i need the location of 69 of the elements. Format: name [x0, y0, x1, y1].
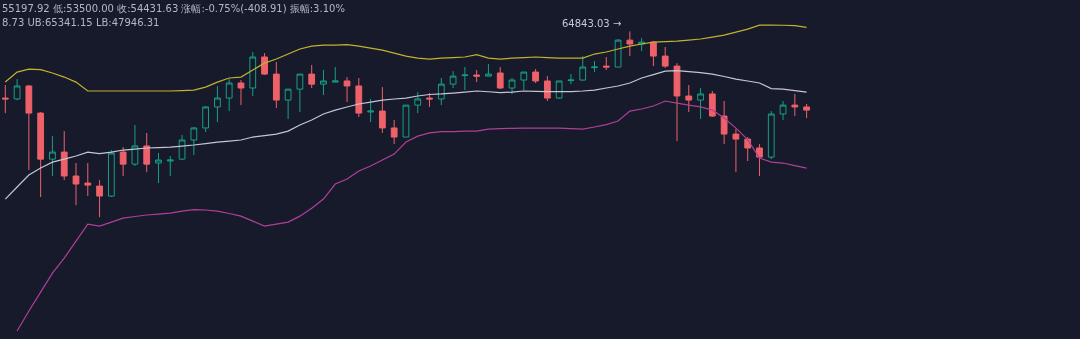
candlestick [650, 40, 657, 67]
candlestick [661, 46, 669, 69]
candlestick [591, 60, 598, 73]
candlestick [402, 104, 410, 138]
candlestick [732, 128, 740, 173]
candlestick [166, 155, 174, 177]
candlestick [60, 130, 68, 181]
candlestick [25, 84, 33, 171]
text: 55197.92 低:53500.00 收:54431.63 涨幅:-0.75%(-408.91) 振幅:3.10% [2, 3, 345, 14]
candlestick [49, 135, 56, 177]
candlestick [508, 77, 516, 95]
candlestick [143, 132, 151, 173]
candlestick [720, 100, 728, 145]
candlestick [155, 152, 162, 184]
candlestick [543, 75, 551, 102]
candlestick [178, 134, 186, 161]
candlestick [343, 76, 351, 103]
candlestick [225, 78, 233, 112]
text: 8.73 UB:65341.15 LB:47946.31 [2, 17, 160, 28]
candlestick [767, 110, 775, 160]
candlestick [555, 80, 563, 100]
candlestick [602, 56, 610, 71]
candlestick [284, 88, 292, 120]
candlestick [708, 90, 716, 118]
candlestick [13, 78, 21, 101]
candlestick [331, 66, 339, 83]
candlestick [485, 63, 492, 77]
candlestick [697, 87, 704, 120]
candlestick [84, 162, 92, 197]
candlestick [214, 85, 221, 123]
candlestick [308, 64, 316, 89]
candlestick [119, 146, 127, 177]
candlestick [1, 84, 9, 114]
candlestick [779, 100, 787, 121]
candlestick [520, 71, 528, 91]
candlestick [131, 124, 139, 167]
candlestick [614, 38, 622, 68]
candlestick [367, 98, 374, 123]
candlestick [496, 66, 504, 90]
candlestick [320, 69, 327, 96]
candlestick [426, 92, 433, 108]
candlestick [249, 51, 257, 97]
candlestick [296, 73, 304, 113]
candlestick [261, 52, 268, 76]
candlestick [579, 55, 587, 82]
candlestick [803, 103, 810, 119]
candlestick [791, 93, 799, 117]
candlestick [532, 68, 539, 84]
candlestick [390, 119, 398, 145]
text: 64843.03 → [562, 18, 622, 29]
candlestick [673, 62, 681, 142]
candlestick [756, 143, 763, 177]
candlestick [626, 30, 634, 57]
candlestick [237, 79, 245, 106]
candlestick [72, 162, 80, 206]
candlestick [202, 105, 210, 133]
candlestick [461, 66, 469, 91]
candlestick [272, 61, 280, 109]
candlestick [107, 149, 115, 198]
candlestick [37, 111, 45, 198]
candlestick [355, 77, 363, 118]
candlestick [567, 73, 575, 85]
candlestick [379, 86, 386, 134]
candlestick [473, 69, 481, 83]
candlestick [685, 84, 693, 113]
candlestick [96, 179, 103, 218]
candlestick [414, 91, 422, 114]
candlestick [449, 70, 457, 89]
candlestick [190, 126, 198, 156]
